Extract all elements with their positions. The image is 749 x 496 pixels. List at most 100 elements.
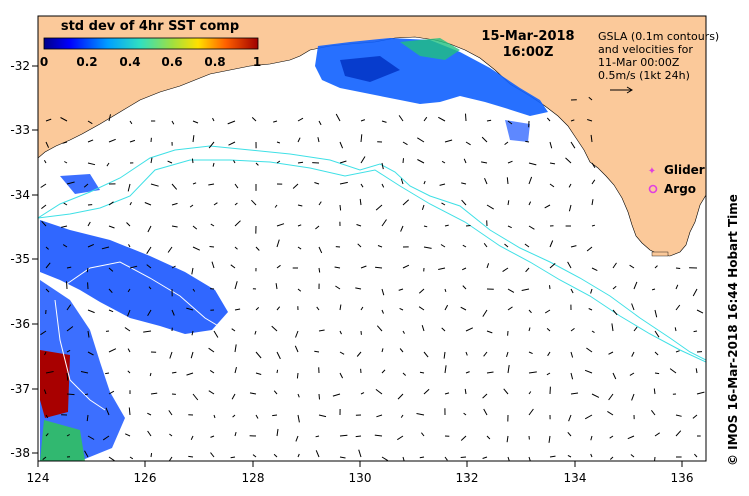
velocity-arrow	[191, 267, 194, 275]
velocity-arrow	[66, 393, 75, 396]
velocity-arrow	[108, 138, 116, 143]
velocity-arrow	[212, 117, 215, 122]
velocity-arrow	[402, 456, 405, 461]
velocity-arrow	[84, 393, 89, 396]
velocity-arrow	[318, 201, 322, 206]
velocity-arrow	[66, 266, 72, 269]
velocity-arrow	[167, 160, 173, 164]
velocity-arrow	[630, 454, 635, 458]
velocity-arrow	[231, 328, 236, 332]
velocity-arrow	[398, 288, 404, 291]
velocity-arrow	[149, 372, 152, 377]
velocity-arrow	[297, 224, 302, 227]
velocity-arrow	[209, 369, 215, 374]
velocity-arrow	[397, 435, 404, 441]
velocity-arrow	[629, 372, 635, 376]
colorbar-tick: 1	[253, 55, 261, 69]
velocity-arrow	[591, 267, 598, 272]
velocity-arrow	[255, 372, 262, 375]
velocity-arrow	[483, 242, 488, 248]
velocity-arrow	[127, 183, 131, 192]
velocity-arrow	[357, 243, 362, 248]
velocity-arrow	[210, 435, 215, 438]
velocity-arrow	[402, 330, 405, 334]
velocity-arrow	[549, 285, 551, 290]
velocity-arrow	[381, 369, 386, 374]
velocity-arrow	[171, 120, 175, 125]
velocity-arrow	[108, 267, 114, 272]
velocity-arrow	[148, 286, 152, 290]
velocity-arrow	[675, 430, 682, 437]
velocity-arrow	[192, 246, 201, 251]
velocity-arrow	[276, 141, 281, 144]
velocity-arrow	[129, 265, 138, 269]
velocity-arrow	[209, 246, 215, 248]
velocity-arrow	[586, 347, 593, 353]
velocity-arrow	[654, 351, 659, 356]
velocity-arrow	[525, 267, 530, 273]
velocity-arrow	[108, 456, 115, 461]
velocity-arrow	[402, 264, 410, 269]
velocity-arrow	[570, 372, 574, 380]
velocity-arrow	[275, 283, 278, 290]
velocity-arrow	[465, 327, 474, 332]
velocity-arrow	[234, 246, 238, 250]
velocity-arrow	[171, 371, 177, 374]
velocity-arrow	[234, 344, 237, 353]
velocity-arrow	[588, 96, 593, 101]
velocity-arrow	[232, 414, 236, 418]
velocity-arrow	[444, 224, 449, 227]
colorbar: std dev of 4hr SST comp 0 0.2 0.4 0.6 0.…	[40, 19, 261, 69]
velocity-arrow	[397, 393, 404, 400]
velocity-arrow	[334, 266, 341, 269]
velocity-arrow	[150, 183, 159, 187]
velocity-arrow	[402, 199, 410, 206]
velocity-arrow	[108, 288, 113, 294]
velocity-arrow	[126, 222, 131, 227]
colorbar-tick: 0.8	[204, 55, 225, 69]
velocity-arrow	[150, 392, 158, 395]
velocity-arrow	[441, 202, 446, 206]
velocity-arrow	[360, 306, 364, 311]
velocity-arrow	[339, 141, 344, 149]
velocity-arrow	[402, 372, 407, 376]
velocity-arrows	[40, 96, 705, 461]
velocity-arrow	[45, 118, 52, 122]
velocity-arrow	[591, 179, 596, 185]
velocity-arrow	[62, 244, 68, 248]
velocity-arrow	[611, 323, 614, 332]
velocity-arrow	[106, 162, 110, 167]
velocity-arrow	[339, 434, 348, 437]
velocity-arrow	[129, 202, 132, 206]
velocity-arrow	[208, 347, 215, 353]
velocity-arrow	[590, 453, 593, 458]
velocity-arrow	[318, 414, 327, 418]
velocity-arrow	[381, 183, 385, 188]
velocity-arrow	[547, 351, 551, 357]
velocity-arrow	[169, 351, 173, 359]
velocity-arrow	[294, 345, 299, 353]
velocity-arrow	[568, 204, 572, 212]
velocity-arrow	[66, 304, 72, 311]
velocity-arrow	[482, 309, 488, 317]
velocity-arrow	[591, 224, 596, 227]
velocity-arrow	[423, 116, 428, 122]
velocity-arrow	[255, 307, 260, 311]
velocity-arrow	[504, 243, 509, 248]
velocity-arrow	[549, 455, 556, 458]
velocity-arrow	[381, 219, 387, 227]
velocity-arrow	[64, 161, 68, 164]
velocity-arrow	[675, 350, 680, 353]
y-axis: -32 -33 -34 -35 -36 -37 -38	[10, 59, 38, 460]
velocity-arrow	[318, 329, 325, 332]
velocity-arrow	[66, 326, 74, 332]
velocity-arrow	[675, 304, 681, 311]
velocity-arrow	[360, 265, 367, 269]
velocity-arrow	[318, 246, 323, 254]
velocity-arrow	[633, 326, 638, 332]
velocity-arrow	[631, 351, 635, 357]
velocity-arrow	[128, 407, 131, 416]
velocity-arrow	[210, 223, 215, 227]
velocity-arrow	[227, 120, 236, 125]
velocity-arrow	[483, 408, 488, 416]
